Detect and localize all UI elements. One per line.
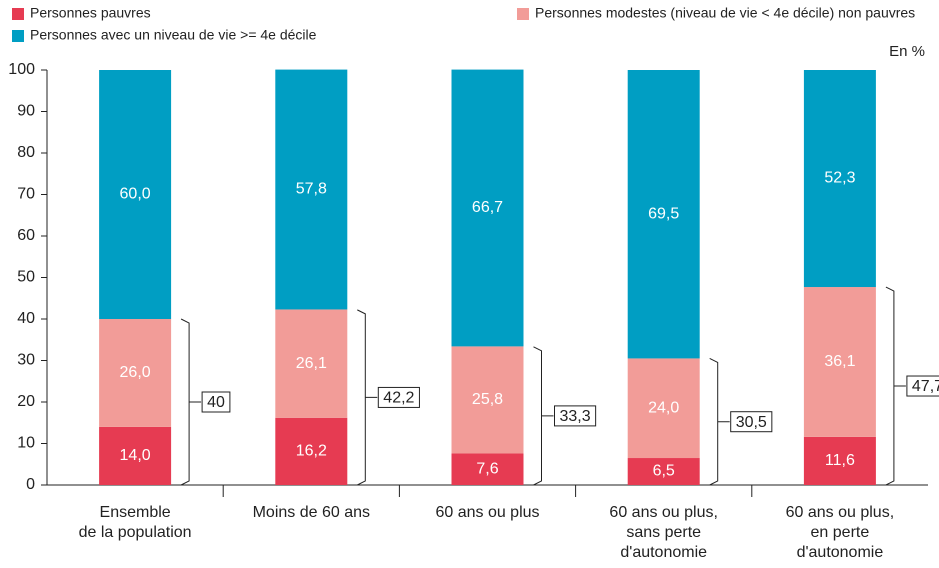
bracket: [357, 309, 378, 486]
value-label: 6,5: [653, 463, 675, 480]
value-label: 66,7: [472, 199, 503, 216]
legend-label: Personnes pauvres: [30, 5, 151, 21]
legend-label: Personnes avec un niveau de vie >= 4e dé…: [30, 27, 317, 43]
x-tick-label: 60 ans ou plus: [435, 504, 539, 521]
x-tick-label-line: sans perte: [626, 524, 701, 541]
y-tick-label: 30: [17, 352, 35, 369]
value-label: 7,6: [476, 460, 498, 477]
legend-swatch: [12, 8, 24, 20]
x-tick-label-line: Moins de 60 ans: [253, 504, 370, 521]
bar-segment: [803, 70, 876, 288]
bracket-label: 30,5: [736, 414, 767, 431]
bracket-box: [377, 386, 420, 408]
bracket: [885, 286, 906, 486]
y-tick-label: 40: [17, 310, 35, 327]
y-tick-label: 50: [17, 269, 35, 286]
bracket: [180, 318, 202, 486]
value-label: 11,6: [825, 452, 855, 469]
bracket-label: 33,3: [560, 408, 591, 425]
value-label: 69,5: [648, 205, 679, 222]
y-tick-label: 80: [17, 144, 35, 161]
value-label: 26,1: [296, 355, 327, 372]
bar-segment: [627, 358, 700, 459]
legend-label: Personnes modestes (niveau de vie < 4e d…: [535, 5, 915, 21]
x-tick-label-line: d'autonomie: [797, 544, 884, 561]
y-tick-label: 20: [17, 393, 35, 410]
bracket-label: 42,2: [383, 390, 414, 407]
bracket-box: [730, 411, 773, 433]
bar-segment: [451, 69, 524, 347]
x-tick-label: Ensemble de la population: [79, 504, 192, 541]
y-tick-label: 90: [17, 103, 35, 120]
y-tick-label: 0: [26, 476, 35, 493]
bracket-label: 47,7: [912, 378, 939, 395]
value-label: 16,2: [296, 443, 327, 460]
bar-segment: [627, 70, 700, 359]
bar-segment: [275, 417, 348, 485]
value-label: 60,0: [120, 186, 151, 203]
bar-segment: [451, 346, 524, 454]
bracket: [533, 346, 554, 486]
bar-segment: [99, 319, 172, 427]
value-label: 26,0: [120, 364, 151, 381]
bar-segment: [627, 458, 700, 485]
value-label: 57,8: [296, 181, 327, 198]
value-label: 52,3: [824, 170, 855, 187]
y-tick-label: 60: [17, 227, 35, 244]
y-tick-label: 70: [17, 186, 35, 203]
value-label: 14,0: [120, 447, 151, 464]
x-tick-label-line: 60 ans ou plus: [435, 504, 539, 521]
x-tick-label-line: 60 ans ou plus,: [609, 504, 718, 521]
unit-label: En %: [889, 43, 925, 60]
x-tick-label-line: en perte: [811, 524, 870, 541]
x-tick-label-line: de la population: [79, 524, 192, 541]
x-tick-label-line: 60 ans ou plus,: [786, 504, 895, 521]
bracket-box: [906, 375, 939, 397]
legend-swatch: [517, 8, 529, 20]
bracket-box: [201, 391, 231, 413]
legend-swatch: [12, 30, 24, 42]
x-tick-label: Moins de 60 ans: [253, 504, 370, 521]
bracket-label: 40: [207, 394, 225, 411]
x-tick-label-line: Ensemble: [100, 504, 171, 521]
bar-segment: [99, 426, 172, 485]
bar-segment: [803, 287, 876, 437]
bar-segment: [451, 453, 524, 485]
value-label: 24,0: [648, 399, 679, 416]
y-tick-label: 100: [8, 61, 35, 78]
bar-segment: [275, 69, 348, 310]
x-tick-label: 60 ans ou plus, sans perte d'autonomie: [609, 504, 718, 561]
bracket: [709, 357, 730, 486]
value-label: 36,1: [824, 353, 855, 370]
x-tick-label-line: d'autonomie: [620, 544, 707, 561]
bar-segment: [275, 309, 348, 418]
value-label: 25,8: [472, 391, 503, 408]
bar-segment: [803, 436, 876, 485]
x-tick-label: 60 ans ou plus, en perte d'autonomie: [786, 504, 895, 561]
y-tick-label: 10: [17, 435, 35, 452]
bracket-box: [554, 405, 597, 427]
bar-segment: [99, 70, 172, 319]
